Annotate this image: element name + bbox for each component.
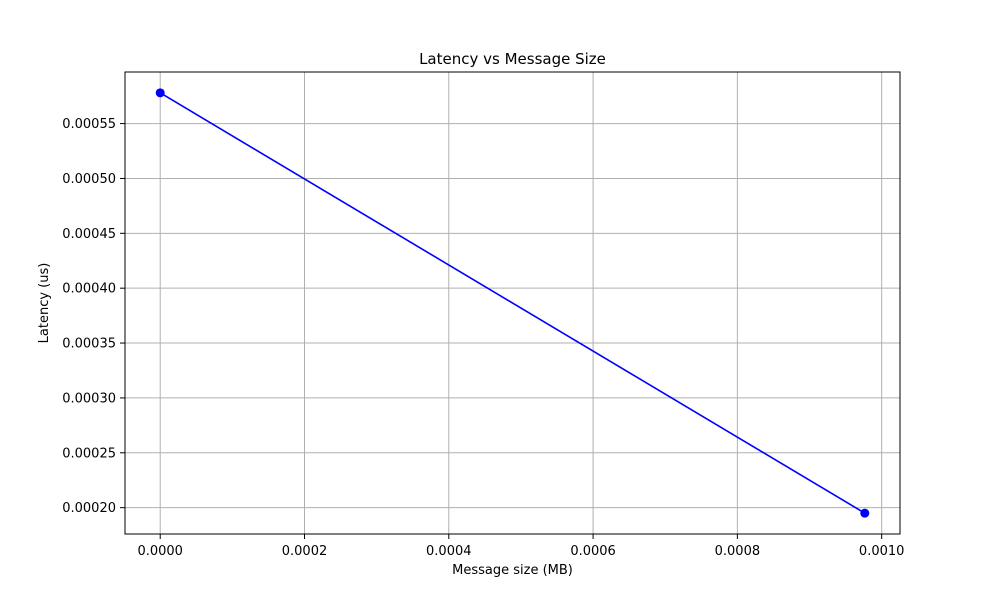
y-tick-label: 0.00025 <box>62 446 116 461</box>
x-tick-label: 0.0004 <box>426 544 472 559</box>
x-tick-label: 0.0002 <box>282 544 328 559</box>
y-tick-label: 0.00055 <box>62 117 116 132</box>
series-line <box>159 92 866 514</box>
y-tick-label: 0.00040 <box>62 282 116 297</box>
grid <box>125 72 900 534</box>
data-point <box>860 508 870 518</box>
y-axis-ticks: 0.00020 0.00025 0.00030 0.00035 0.00040 0.000… <box>62 117 125 516</box>
x-axis-label: Message size (MB) <box>452 563 573 578</box>
x-tick-label: 0.0010 <box>859 544 905 559</box>
series-layer <box>155 88 870 518</box>
y-axis-label: Latency (us) <box>37 263 52 344</box>
y-tick-label: 0.00045 <box>62 227 116 242</box>
data-point <box>155 88 165 98</box>
y-tick-label: 0.00050 <box>62 172 116 187</box>
y-tick-label: 0.00020 <box>62 501 116 516</box>
x-axis-ticks: 0.0000 0.0002 0.0004 0.0006 0.0008 0.0010 <box>137 534 904 559</box>
chart-title: Latency vs Message Size <box>419 50 606 68</box>
plot-frame <box>124 71 901 535</box>
x-tick-label: 0.0000 <box>137 544 183 559</box>
x-tick-label: 0.0006 <box>570 544 616 559</box>
y-tick-label: 0.00035 <box>62 337 116 352</box>
x-tick-label: 0.0008 <box>715 544 761 559</box>
y-tick-label: 0.00030 <box>62 391 116 406</box>
